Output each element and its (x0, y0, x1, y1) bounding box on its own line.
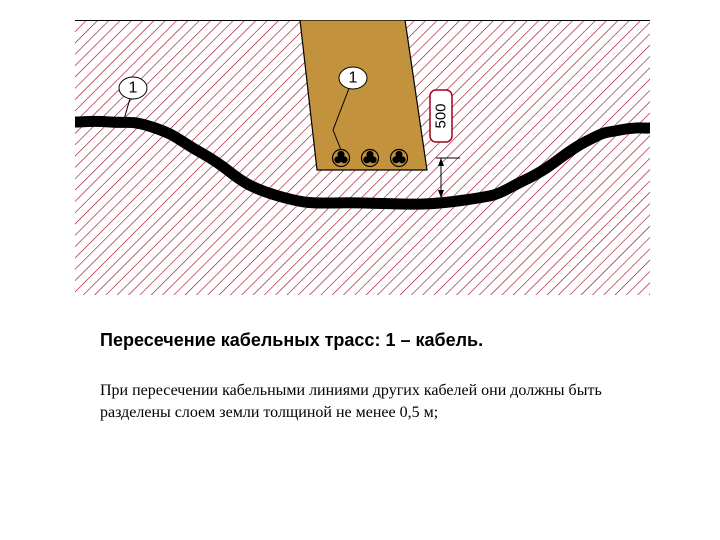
cable-cross-section (362, 150, 379, 167)
cable-cross-section (391, 150, 408, 167)
cable-cross-section (333, 150, 350, 167)
figure-description: При пересечении кабельными линиями други… (100, 380, 640, 425)
svg-text:1: 1 (129, 80, 138, 97)
svg-text:1: 1 (349, 70, 358, 87)
figure-title: Пересечение кабельных трасс: 1 – кабель. (100, 330, 483, 351)
cross-section-figure: 1 1 500 (75, 20, 650, 295)
svg-text:500: 500 (433, 103, 450, 128)
